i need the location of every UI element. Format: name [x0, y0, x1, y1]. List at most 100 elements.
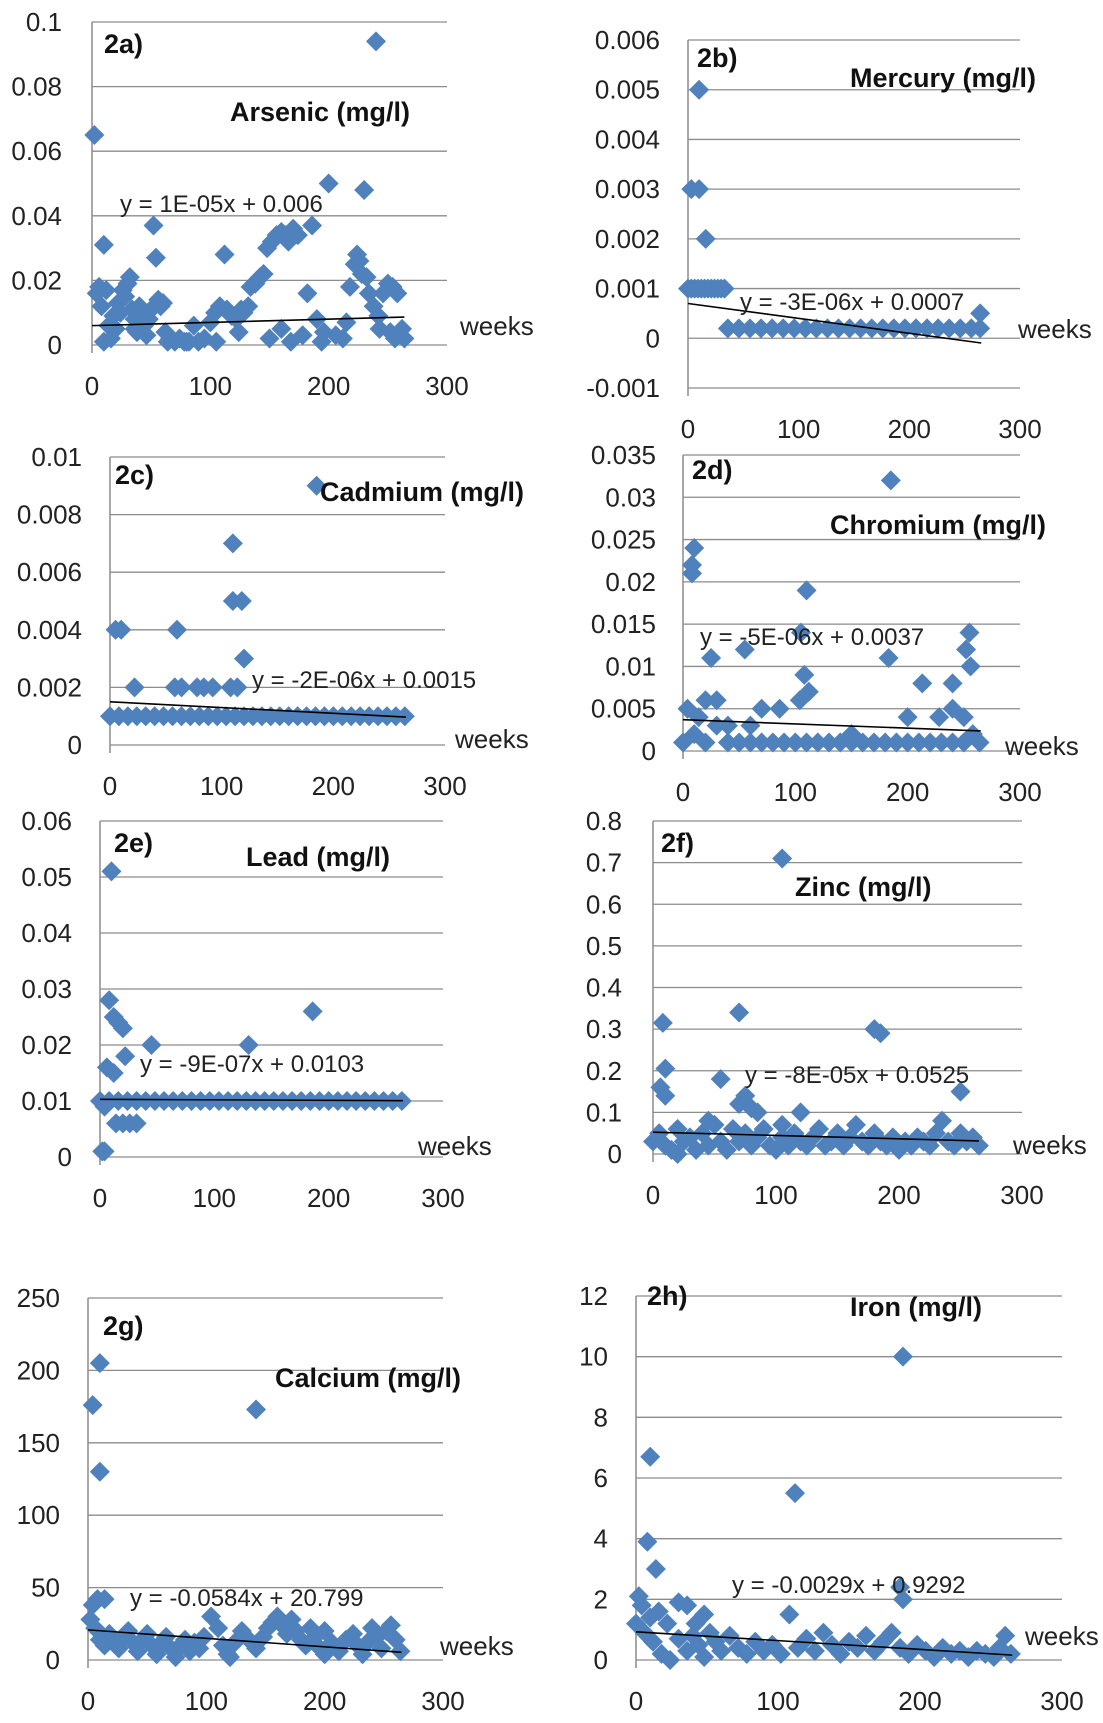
- data-point: [105, 318, 126, 339]
- data-point: [790, 622, 811, 643]
- data-point: [92, 1141, 113, 1162]
- data-point: [747, 1102, 768, 1123]
- data-point: [728, 318, 749, 339]
- data-point: [870, 1023, 891, 1044]
- data-point: [706, 690, 727, 711]
- data-point: [729, 1002, 750, 1023]
- x-axis-label: weeks: [1004, 731, 1079, 761]
- y-tick-label: 0.06: [21, 806, 72, 836]
- data-point: [794, 664, 815, 685]
- data-point: [99, 990, 120, 1011]
- data-point: [790, 1102, 811, 1123]
- data-point: [959, 622, 980, 643]
- data-point: [762, 732, 783, 753]
- y-tick-label: 0.06: [11, 136, 62, 166]
- data-point: [695, 228, 716, 249]
- data-point: [872, 318, 893, 339]
- y-tick-label: 4: [594, 1524, 608, 1554]
- data-point: [82, 1395, 103, 1416]
- x-tick-label: 200: [307, 1183, 350, 1213]
- y-tick-label: 0.05: [21, 862, 72, 892]
- data-point: [108, 293, 129, 314]
- chart-title: Arsenic (mg/l): [230, 97, 410, 127]
- y-tick-label: 150: [17, 1428, 60, 1458]
- y-tick-label: 10: [579, 1342, 608, 1372]
- data-point: [953, 707, 974, 728]
- data-point: [126, 1113, 147, 1134]
- y-tick-label: 0.002: [17, 672, 82, 702]
- data-point: [729, 732, 750, 753]
- data-point: [806, 318, 827, 339]
- y-tick-label: 0.3: [586, 1014, 622, 1044]
- y-tick-label: 0: [594, 1645, 608, 1675]
- y-tick-label: 0.005: [591, 694, 656, 724]
- data-point: [839, 318, 860, 339]
- data-point: [332, 328, 353, 349]
- x-tick-label: 300: [998, 777, 1041, 807]
- data-point: [717, 318, 738, 339]
- data-point: [719, 1625, 740, 1646]
- y-tick-label: 0.035: [591, 440, 656, 470]
- x-tick-label: 200: [307, 371, 350, 401]
- data-point: [227, 677, 248, 698]
- data-point: [753, 1119, 774, 1140]
- data-point: [920, 732, 941, 753]
- y-tick-label: 0.7: [586, 848, 622, 878]
- data-point: [660, 1650, 681, 1670]
- y-tick-label: 0.006: [17, 557, 82, 587]
- y-tick-label: 0.001: [595, 274, 660, 304]
- x-tick-label: 100: [189, 371, 232, 401]
- y-tick-label: 0: [642, 736, 656, 766]
- x-tick-label: 200: [303, 1686, 346, 1716]
- x-axis-label: weeks: [439, 1631, 514, 1661]
- y-tick-label: 0.03: [21, 974, 72, 1004]
- data-point: [246, 1399, 267, 1420]
- data-point: [701, 647, 722, 668]
- data-point: [856, 1625, 877, 1646]
- chart-panel-3: 0 0.002 0.004 0.006 0.008 0.01 0 100 200 300 2c) Ca…: [17, 442, 529, 801]
- x-tick-label: 200: [888, 414, 931, 444]
- data-point: [932, 1110, 953, 1131]
- y-tick-label: 0.025: [591, 525, 656, 555]
- data-point: [784, 318, 805, 339]
- data-point: [141, 1035, 162, 1055]
- data-point: [881, 1622, 902, 1643]
- trendline: [109, 701, 406, 718]
- trendline: [687, 302, 982, 344]
- data-point: [115, 286, 136, 307]
- data-point: [830, 1643, 851, 1664]
- trendline: [87, 1629, 402, 1654]
- chart-title: Calcium (mg/l): [275, 1363, 461, 1393]
- data-point: [892, 1346, 913, 1367]
- data-point: [103, 1063, 124, 1083]
- y-tick-label: 50: [31, 1573, 60, 1603]
- data-point: [390, 1641, 411, 1662]
- x-tick-label: 200: [312, 771, 355, 801]
- data-point: [112, 1018, 133, 1039]
- data-point: [356, 267, 377, 288]
- data-point: [773, 318, 794, 339]
- trendline: [99, 1098, 403, 1102]
- data-point: [677, 1595, 698, 1616]
- x-axis-label: weeks: [1024, 1621, 1099, 1651]
- data-point: [354, 179, 375, 200]
- trendline: [91, 316, 405, 327]
- y-tick-label: 0.2: [586, 1056, 622, 1086]
- chart-title: Cadmium (mg/l): [320, 477, 524, 507]
- y-tick-label: 0.04: [11, 201, 62, 231]
- y-tick-label: 0.03: [605, 482, 656, 512]
- data-point: [311, 331, 332, 352]
- data-point: [779, 1604, 800, 1625]
- y-tick-label: 0.08: [11, 72, 62, 102]
- data-point: [271, 318, 292, 339]
- data-point: [648, 1601, 669, 1622]
- x-tick-label: 300: [421, 1183, 464, 1213]
- y-tick-label: -0.001: [586, 373, 660, 403]
- chart-panel-1: 0 0.02 0.04 0.06 0.08 0.1 0 100 200 300 2a) Arsenic…: [11, 7, 533, 401]
- data-point: [689, 179, 710, 200]
- y-tick-label: 0.002: [595, 224, 660, 254]
- data-point: [694, 1604, 715, 1625]
- x-tick-label: 100: [774, 777, 817, 807]
- x-axis-label: weeks: [1017, 314, 1092, 344]
- data-point: [892, 1589, 913, 1610]
